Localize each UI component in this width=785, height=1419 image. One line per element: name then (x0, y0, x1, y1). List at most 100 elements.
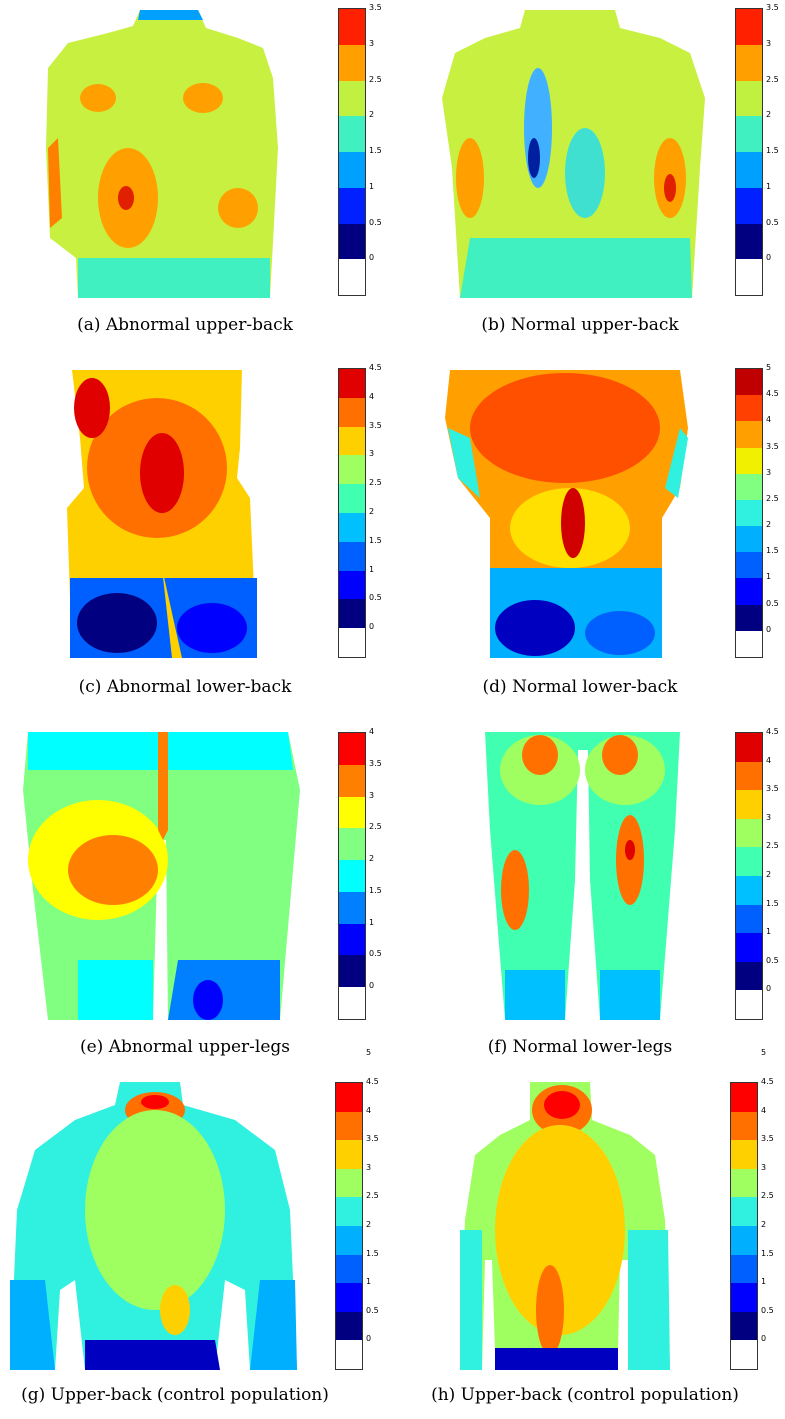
colorbar-segment (336, 1197, 362, 1226)
colorbar-tick-label: 2.5 (369, 74, 382, 84)
colorbar-segment (339, 541, 365, 571)
colorbar-segment (339, 828, 365, 861)
colorbar-segment (339, 513, 365, 542)
colorbar-tick-label: 3.5 (369, 3, 382, 12)
colorbar-tick-label: 2 (369, 110, 375, 120)
panel-b (430, 8, 710, 298)
colorbar-tick-label: 0.5 (766, 598, 779, 608)
thermal-map-a (46, 10, 278, 298)
colorbar-segment (339, 259, 365, 295)
colorbar-segment (736, 761, 762, 791)
colorbar-segment (736, 499, 762, 527)
colorbar-tick-label: 4 (766, 415, 772, 425)
colorbar-tick-label: 3 (766, 38, 772, 48)
colorbar-segment (736, 259, 762, 295)
colorbar-segment (339, 223, 365, 260)
colorbar-segment (339, 455, 365, 485)
colorbar-tick-label: 2 (369, 507, 375, 516)
colorbar-segment (336, 1140, 362, 1169)
colorbar-h (730, 1082, 758, 1370)
colorbar-segment (336, 1283, 362, 1312)
colorbar-segment (736, 473, 762, 500)
caption-a: (a) Abnormal upper-back (77, 315, 293, 335)
colorbar-segment (339, 187, 365, 224)
panel-a (38, 8, 298, 298)
colorbar-segment (731, 1197, 757, 1226)
colorbar-segment (736, 116, 762, 152)
colorbar-segment (736, 790, 762, 819)
colorbar-segment (339, 484, 365, 513)
colorbar-tick-label: 2 (766, 520, 772, 530)
colorbar-segment (736, 9, 762, 45)
colorbar-segment (339, 628, 365, 657)
caption-e: (e) Abnormal upper-legs (79, 1037, 291, 1057)
colorbar-tick-label: 4 (369, 727, 375, 736)
thermal-map-h (460, 1082, 670, 1370)
colorbar-tick-label: 0 (369, 981, 375, 991)
colorbar-tick-label: 4 (761, 1105, 767, 1115)
colorbar-tick-label: 3.5 (766, 441, 779, 451)
colorbar-tick-label: 1 (761, 1277, 767, 1287)
colorbar-segment (336, 1111, 362, 1141)
colorbar-tick-label: 2.5 (766, 841, 779, 851)
colorbar-tick-label: 1.5 (766, 898, 779, 908)
colorbar-tick-label: 0.5 (369, 593, 382, 603)
colorbar-segment (336, 1226, 362, 1255)
thermal-map-d (445, 370, 688, 658)
colorbar-segment (736, 876, 762, 905)
colorbar-segment (736, 447, 762, 474)
colorbar-segment (731, 1111, 757, 1141)
colorbar-tick-label: 3.5 (369, 758, 382, 768)
colorbar-segment (736, 223, 762, 260)
colorbar-tick-label: 3.5 (761, 1134, 774, 1144)
colorbar-tick-label: 0.5 (369, 949, 382, 959)
colorbar-tick-label: 1 (766, 927, 772, 937)
colorbar-tick-label: 3 (369, 38, 375, 48)
colorbar-tick-label: 1.5 (369, 146, 382, 155)
colorbar-segment (736, 187, 762, 224)
colorbar-tick-label: 0.5 (366, 1305, 379, 1315)
colorbar-tick-label: 3.5 (766, 784, 779, 794)
colorbar-segment (736, 818, 762, 848)
colorbar-segment (339, 796, 365, 829)
thermal-map-e (23, 732, 300, 1020)
colorbar-segment (339, 9, 365, 45)
colorbar-tick-label: 1 (766, 572, 772, 582)
colorbar-segment (339, 369, 365, 398)
colorbar-tick-label: 5 (761, 1048, 767, 1058)
colorbar-segment (736, 421, 762, 448)
colorbar-tick-label: 1.5 (366, 1248, 379, 1258)
colorbar-c (338, 368, 366, 658)
colorbar-g (335, 1082, 363, 1370)
colorbar-segment (736, 578, 762, 605)
colorbar-tick-label: 0 (766, 984, 772, 994)
caption-d: (d) Normal lower-back (482, 677, 678, 697)
colorbar-segment (736, 847, 762, 876)
colorbar-segment (731, 1168, 757, 1198)
colorbar-tick-label: 1.5 (766, 546, 779, 556)
colorbar-segment (736, 395, 762, 422)
thermal-map-f (485, 732, 680, 1020)
colorbar-tick-label: 2.5 (369, 478, 382, 488)
colorbar-tick-label: 3 (366, 1162, 372, 1172)
panel-f (480, 730, 685, 1020)
colorbar-segment (731, 1283, 757, 1312)
colorbar-tick-label: 0 (369, 253, 375, 263)
colorbar-tick-label: 0 (366, 1334, 372, 1344)
colorbar-tick-label: 1 (366, 1277, 372, 1287)
colorbar-segment (736, 152, 762, 188)
colorbar-tick-label: 3 (766, 467, 772, 477)
colorbar-tick-label: 1.5 (369, 535, 382, 545)
colorbar-tick-label: 0 (766, 624, 772, 634)
colorbar-tick-label: 3 (369, 449, 375, 459)
caption-h: (h) Upper-back (control population) (431, 1385, 739, 1405)
colorbar-e (338, 732, 366, 1020)
colorbar-tick-label: 3.5 (369, 420, 382, 430)
colorbar-segment (736, 80, 762, 117)
colorbar-tick-label: 1 (369, 564, 375, 574)
colorbar-a (338, 8, 366, 296)
colorbar-tick-label: 0.5 (766, 955, 779, 965)
colorbar-segment (336, 1083, 362, 1112)
colorbar-segment (339, 923, 365, 956)
colorbar-tick-label: 4.5 (761, 1077, 774, 1086)
